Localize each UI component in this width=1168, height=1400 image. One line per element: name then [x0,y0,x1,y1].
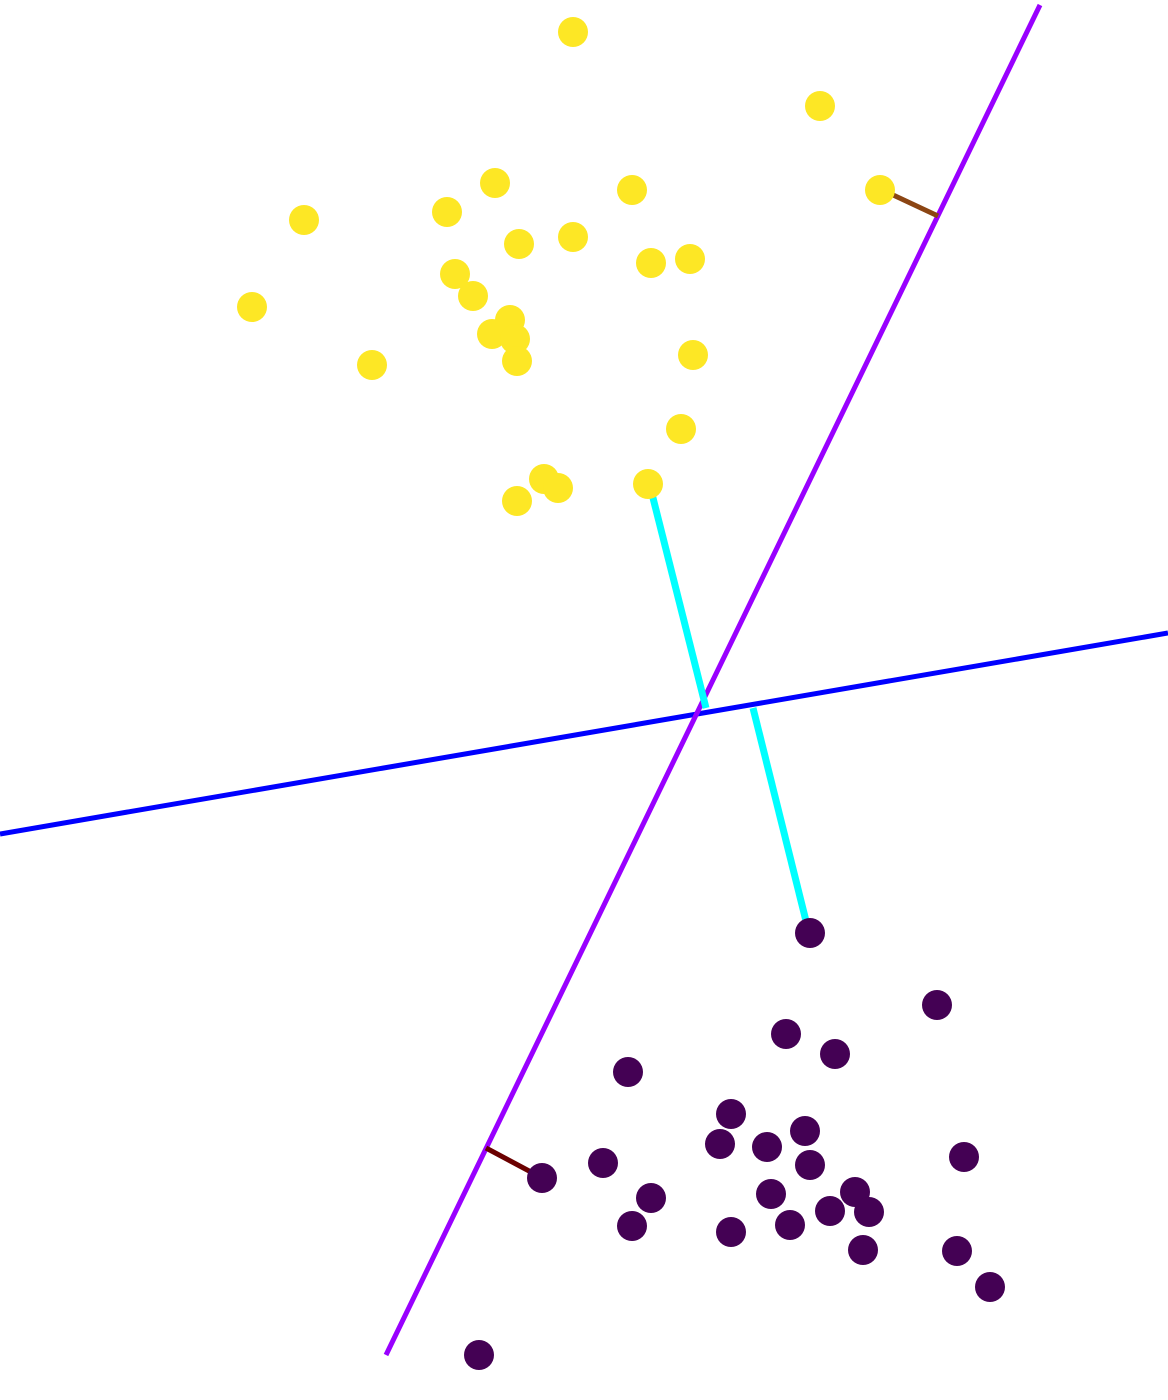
data-point-series1-5 [716,1099,746,1129]
data-point-series1-9 [795,1150,825,1180]
lines-layer [0,3,1168,1357]
data-point-series1-0 [795,918,825,948]
data-point-series1-2 [771,1019,801,1049]
line-1 [383,3,1043,1357]
data-point-series0-16 [500,324,530,354]
data-point-series1-6 [705,1129,735,1159]
data-point-series0-9 [636,248,666,278]
line-2 [648,493,710,709]
data-point-series1-13 [636,1183,666,1213]
data-point-series0-3 [617,175,647,205]
data-point-series0-7 [504,229,534,259]
data-point-series0-4 [865,175,895,205]
data-point-series0-13 [237,292,267,322]
data-point-series1-23 [975,1272,1005,1302]
data-point-series0-17 [502,346,532,376]
data-point-series1-1 [922,990,952,1020]
data-point-series1-20 [775,1210,805,1240]
data-point-series1-19 [716,1217,746,1247]
data-point-series0-23 [633,469,663,499]
data-point-series1-14 [756,1179,786,1209]
data-point-series0-6 [432,197,462,227]
data-point-series1-7 [790,1116,820,1146]
data-point-series0-5 [289,205,319,235]
data-point-series0-10 [675,244,705,274]
data-point-series1-21 [848,1235,878,1265]
line-5 [484,1145,533,1175]
data-point-series1-3 [820,1039,850,1069]
line-3 [749,707,810,922]
line-0 [0,630,1168,837]
data-point-series1-24 [464,1340,494,1370]
data-point-series0-1 [805,91,835,121]
data-point-series1-16 [854,1197,884,1227]
data-point-series0-24 [502,486,532,516]
data-point-series0-11 [440,259,470,289]
data-point-series0-18 [357,350,387,380]
data-point-series0-22 [543,473,573,503]
data-point-series1-11 [588,1148,618,1178]
data-point-series1-8 [752,1132,782,1162]
data-point-series1-22 [942,1236,972,1266]
data-point-series1-12 [527,1163,557,1193]
data-point-series0-15 [477,319,507,349]
data-point-series0-12 [458,281,488,311]
data-point-series1-4 [613,1057,643,1087]
data-point-series1-10 [949,1142,979,1172]
data-point-series1-18 [617,1211,647,1241]
data-point-series0-20 [666,414,696,444]
data-point-series1-17 [815,1196,845,1226]
data-point-series0-8 [558,222,588,252]
points-layer [237,17,1005,1370]
data-point-series0-19 [678,340,708,370]
data-point-series0-0 [558,17,588,47]
data-point-series0-2 [480,168,510,198]
line-4 [889,191,940,219]
